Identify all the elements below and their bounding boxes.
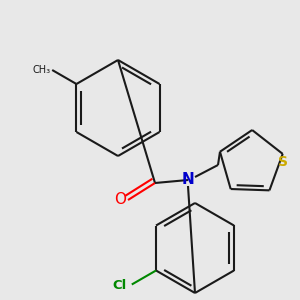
- Text: S: S: [278, 155, 288, 169]
- Text: CH₃: CH₃: [32, 65, 50, 75]
- Text: N: N: [182, 172, 194, 188]
- Text: Cl: Cl: [112, 279, 127, 292]
- Text: O: O: [114, 193, 126, 208]
